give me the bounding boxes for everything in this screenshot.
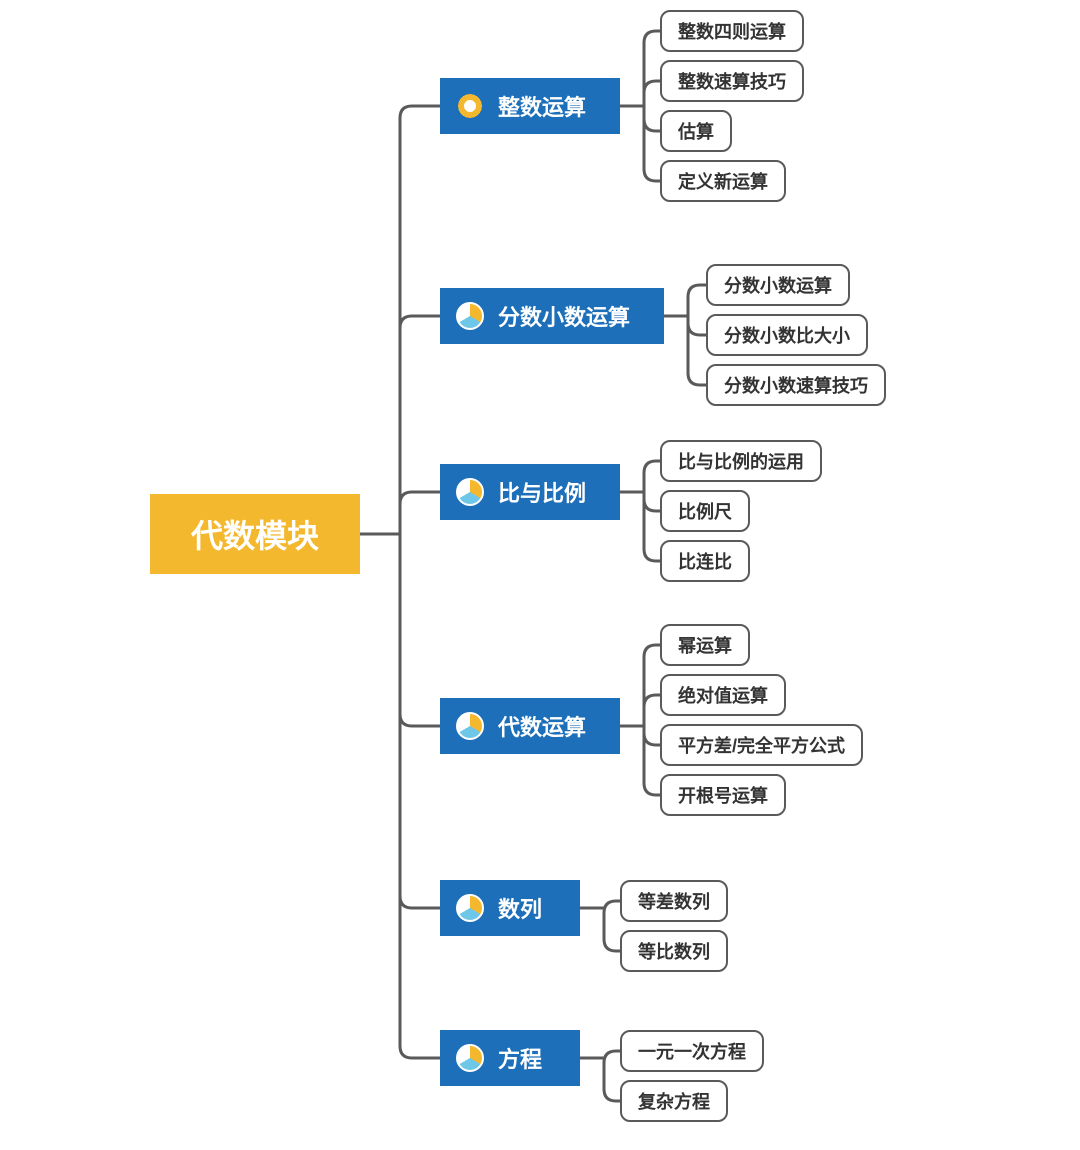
pie-icon: [456, 1044, 484, 1072]
branch-node: 方程: [440, 1030, 580, 1086]
leaf-label: 分数小数运算: [724, 272, 832, 298]
leaf-label: 分数小数比大小: [724, 322, 850, 348]
leaf-node: 复杂方程: [620, 1080, 728, 1122]
pie-icon: [456, 712, 484, 740]
target-icon: [456, 92, 484, 120]
leaf-node: 等差数列: [620, 880, 728, 922]
leaf-label: 一元一次方程: [638, 1038, 746, 1064]
leaf-node: 分数小数速算技巧: [706, 364, 886, 406]
leaf-node: 分数小数比大小: [706, 314, 868, 356]
leaf-label: 平方差/完全平方公式: [678, 732, 845, 758]
leaf-label: 绝对值运算: [678, 682, 768, 708]
branch-node: 比与比例: [440, 464, 620, 520]
branch-label: 代数运算: [498, 710, 586, 742]
branch-label: 方程: [498, 1042, 542, 1074]
branch-node: 分数小数运算: [440, 288, 664, 344]
leaf-label: 整数速算技巧: [678, 68, 786, 94]
pie-icon: [456, 894, 484, 922]
leaf-node: 一元一次方程: [620, 1030, 764, 1072]
branch-label: 数列: [498, 892, 542, 924]
leaf-label: 分数小数速算技巧: [724, 372, 868, 398]
leaf-label: 开根号运算: [678, 782, 768, 808]
leaf-node: 平方差/完全平方公式: [660, 724, 863, 766]
leaf-node: 整数四则运算: [660, 10, 804, 52]
leaf-label: 估算: [678, 118, 714, 144]
branch-node: 数列: [440, 880, 580, 936]
leaf-label: 幂运算: [678, 632, 732, 658]
branch-label: 比与比例: [498, 476, 586, 508]
root-node: 代数模块: [150, 494, 360, 574]
leaf-node: 比连比: [660, 540, 750, 582]
pie-icon: [456, 302, 484, 330]
leaf-node: 幂运算: [660, 624, 750, 666]
leaf-node: 分数小数运算: [706, 264, 850, 306]
leaf-label: 比与比例的运用: [678, 448, 804, 474]
branch-node: 代数运算: [440, 698, 620, 754]
leaf-node: 开根号运算: [660, 774, 786, 816]
leaf-node: 比与比例的运用: [660, 440, 822, 482]
branch-label: 整数运算: [498, 90, 586, 122]
connector-layer: [0, 0, 1080, 1150]
leaf-node: 绝对值运算: [660, 674, 786, 716]
leaf-label: 复杂方程: [638, 1088, 710, 1114]
leaf-label: 等差数列: [638, 888, 710, 914]
leaf-label: 定义新运算: [678, 168, 768, 194]
leaf-node: 等比数列: [620, 930, 728, 972]
leaf-node: 估算: [660, 110, 732, 152]
branch-node: 整数运算: [440, 78, 620, 134]
leaf-node: 定义新运算: [660, 160, 786, 202]
leaf-label: 等比数列: [638, 938, 710, 964]
leaf-label: 比例尺: [678, 498, 732, 524]
root-label: 代数模块: [191, 511, 319, 557]
leaf-label: 整数四则运算: [678, 18, 786, 44]
pie-icon: [456, 478, 484, 506]
leaf-label: 比连比: [678, 548, 732, 574]
leaf-node: 整数速算技巧: [660, 60, 804, 102]
branch-label: 分数小数运算: [498, 300, 630, 332]
leaf-node: 比例尺: [660, 490, 750, 532]
